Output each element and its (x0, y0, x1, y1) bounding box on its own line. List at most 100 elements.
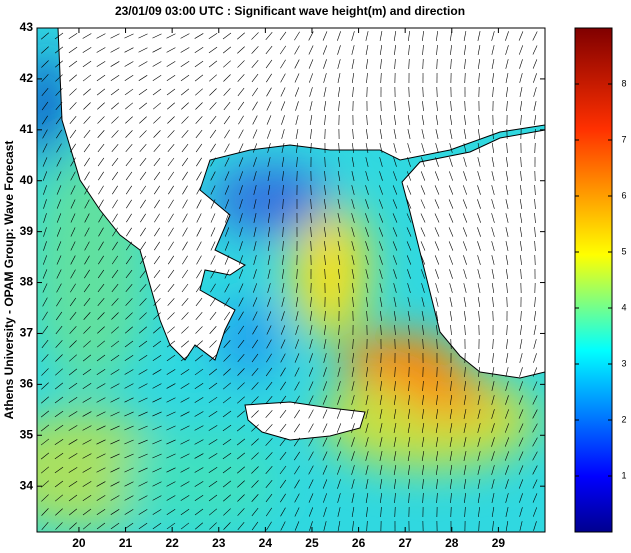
wave-arrow (520, 156, 522, 168)
wave-arrow (365, 241, 369, 251)
map-frame (36, 27, 546, 533)
wave-arrow (450, 58, 452, 70)
wave-arrow (351, 465, 355, 475)
wave-arrow (96, 383, 106, 389)
wave-arrow (124, 495, 134, 501)
wave-arrow (392, 241, 398, 251)
wave-arrow (139, 298, 147, 306)
wave-arrow (421, 451, 425, 461)
wave-arrow (518, 451, 524, 461)
wave-arrow (279, 395, 287, 405)
wave-arrow (393, 283, 397, 293)
wave-arrow (352, 296, 354, 308)
wave-arrow (182, 255, 188, 265)
wave-arrow (97, 157, 105, 167)
wave-arrow (239, 241, 243, 251)
wave-arrow (251, 452, 259, 460)
wave-arrow (180, 340, 190, 348)
wave-arrow (166, 74, 176, 82)
wave-arrow (322, 437, 328, 447)
wave-arrow (393, 395, 397, 405)
wave-arrow (208, 439, 218, 445)
wave-arrow (477, 213, 481, 223)
wave-arrow (110, 33, 120, 39)
wave-arrow (224, 255, 230, 265)
wave-arrow (477, 297, 481, 307)
wave-arrow (70, 269, 76, 279)
wave-arrow (252, 143, 258, 153)
wave-arrow (138, 326, 148, 334)
colorbar-label: 4 (621, 302, 626, 312)
wave-arrow (366, 507, 368, 517)
wave-arrow (506, 282, 508, 294)
y-tick-label: 38 (20, 275, 34, 289)
wave-arrow (365, 409, 369, 419)
wave-arrow (462, 241, 468, 251)
wave-arrow (138, 397, 148, 403)
wave-arrow (194, 74, 204, 82)
wave-arrow (68, 411, 78, 417)
wave-arrow (491, 213, 495, 223)
wave-arrow (96, 397, 106, 403)
wave-arrow (209, 297, 217, 307)
wave-arrow (138, 61, 148, 67)
wave-arrow (138, 425, 148, 431)
wave-arrow (436, 478, 438, 490)
wave-arrow (449, 451, 453, 461)
wave-arrow (534, 184, 536, 196)
wave-arrow (196, 199, 202, 209)
wave-arrow (153, 171, 161, 181)
wave-arrow (408, 44, 410, 56)
wave-arrow (436, 395, 438, 405)
wave-arrow (224, 129, 230, 139)
wave-arrow (124, 439, 134, 445)
wave-arrow (518, 465, 524, 475)
wave-arrow (43, 185, 47, 195)
wave-arrow (519, 381, 523, 391)
wave-arrow (491, 241, 495, 251)
wave-arrow (166, 88, 176, 96)
wave-arrow (153, 157, 161, 167)
wave-arrow (478, 520, 480, 532)
wave-arrow (407, 269, 411, 279)
wave-arrow (478, 72, 480, 84)
wave-arrow (420, 199, 426, 209)
wave-arrow (267, 157, 271, 167)
wave-arrow (196, 269, 202, 279)
wave-arrow (532, 479, 538, 489)
wave-arrow (351, 171, 355, 181)
wave-arrow (477, 199, 481, 209)
wave-arrow (237, 101, 245, 111)
wave-arrow (491, 157, 495, 167)
wave-arrow (56, 143, 62, 153)
wave-arrow (194, 47, 204, 53)
wave-arrow (463, 171, 467, 181)
wave-arrow (365, 59, 369, 69)
wave-arrow (43, 213, 47, 223)
wave-arrow (125, 241, 133, 251)
wave-arrow (180, 74, 190, 82)
wave-arrow (449, 115, 453, 125)
wave-arrow (210, 269, 216, 279)
wave-arrow (224, 297, 230, 307)
wave-arrow (323, 59, 327, 69)
wave-arrow (138, 467, 148, 473)
wave-arrow (279, 31, 287, 41)
wave-arrow (265, 59, 273, 69)
wave-arrow (365, 479, 369, 489)
wave-arrow (449, 269, 453, 279)
wave-arrow (407, 143, 411, 153)
wave-arrow (435, 423, 439, 433)
wave-arrow (491, 255, 495, 265)
wave-arrow (422, 100, 424, 112)
wave-arrow (449, 465, 453, 475)
wave-arrow (70, 143, 76, 153)
wave-arrow (180, 425, 190, 431)
wave-arrow (323, 73, 327, 83)
wave-arrow (352, 338, 354, 350)
wave-arrow (464, 493, 466, 503)
wave-arrow (55, 340, 63, 348)
wave-arrow (138, 88, 148, 96)
x-tick-label: 28 (445, 536, 459, 550)
wave-arrow (308, 31, 314, 41)
